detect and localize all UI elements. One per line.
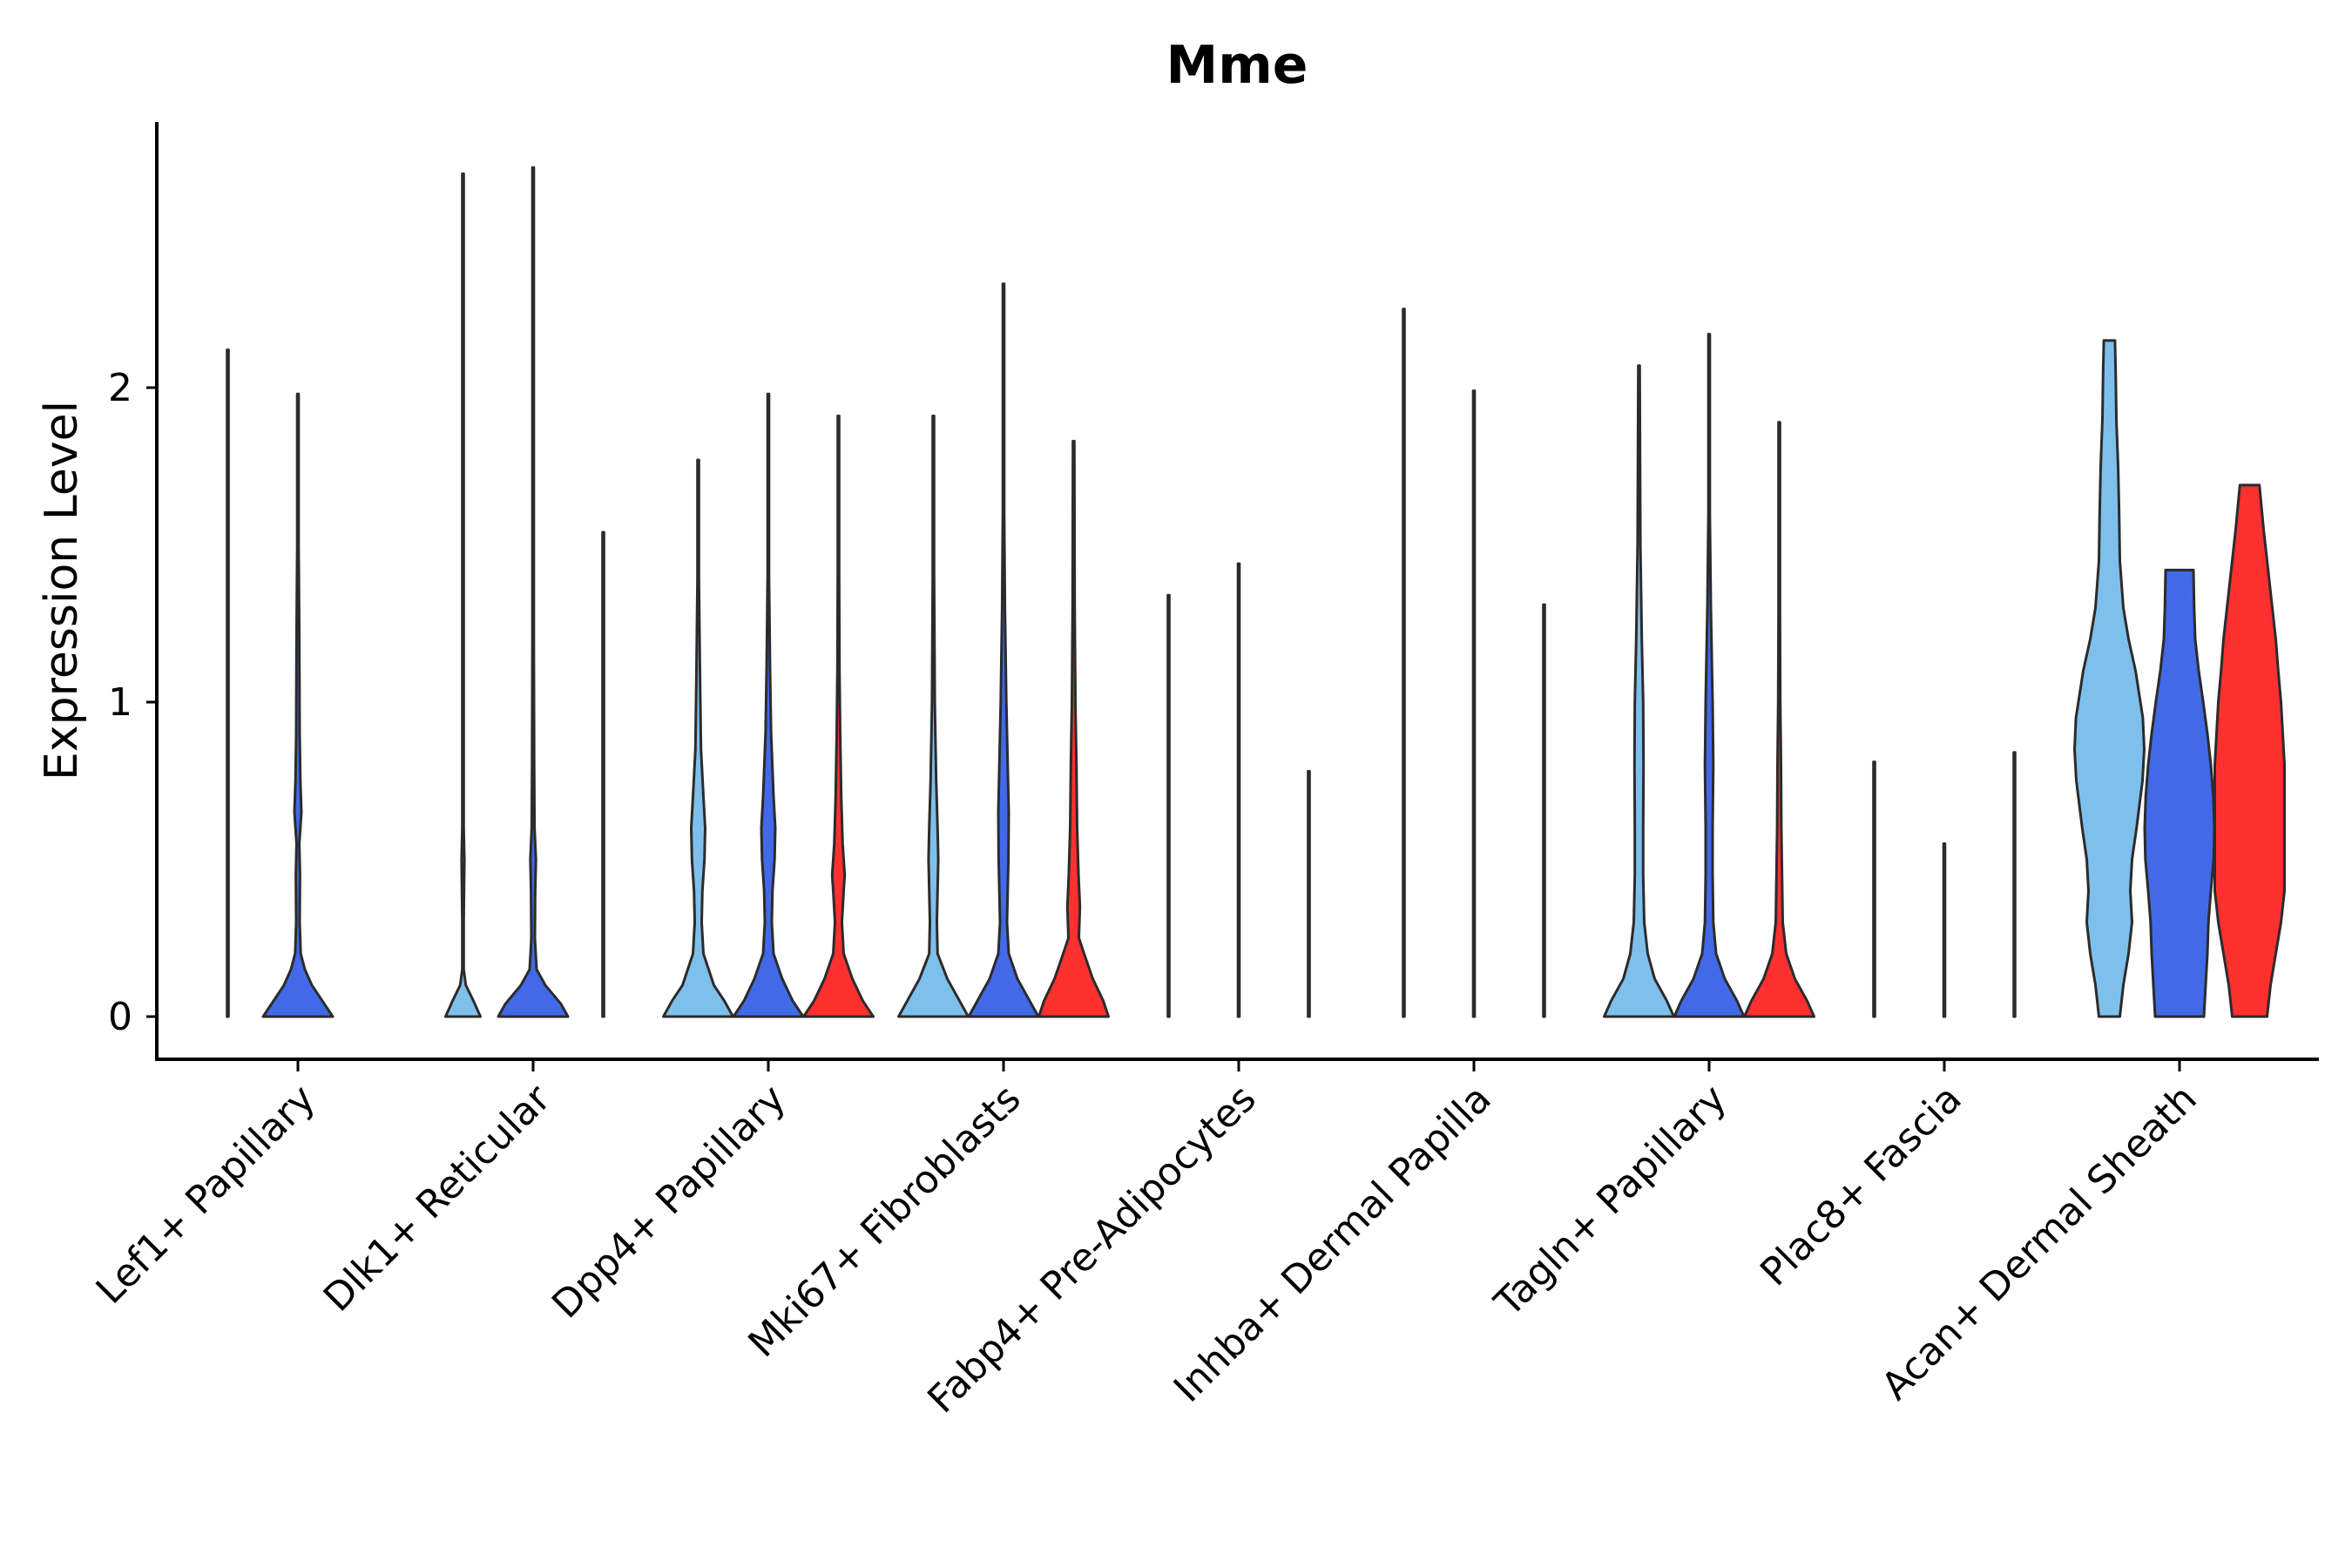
violin-inhba-dermal-papilla-sample-1 — [1402, 308, 1406, 1018]
violin-fabp4-pre-adipocytes-sample-2 — [1236, 562, 1241, 1018]
violin-plac8-fascia-sample-3 — [2012, 751, 2017, 1018]
violin-dpp4-papillary-sample-1 — [662, 458, 734, 1018]
y-tick-label: 1 — [108, 680, 132, 725]
violin-tagln-papillary-sample-3 — [1743, 421, 1815, 1018]
x-tick-label: Tagln+ Papillary — [1486, 1077, 1735, 1326]
y-axis-ticks: 0 1 2 — [108, 366, 157, 1039]
violin-tagln-papillary-sample-2 — [1673, 333, 1746, 1018]
violin-mki67-fibroblasts-sample-3 — [1037, 439, 1110, 1018]
x-tick-label: Dlk1+ Reticular — [315, 1076, 560, 1321]
violin-fabp4-pre-adipocytes-sample-3 — [1307, 769, 1311, 1018]
violin-lef1-papillary-sample-1 — [226, 348, 230, 1018]
violin-dlk1-reticular-sample-1 — [444, 172, 482, 1018]
x-tick-label: Dpp4+ Papillary — [544, 1077, 794, 1328]
violin-dlk1-reticular-sample-3 — [601, 531, 605, 1018]
violin-inhba-dermal-papilla-sample-3 — [1542, 603, 1546, 1018]
violin-dlk1-reticular-sample-2 — [497, 166, 570, 1018]
x-tick-label: Plac8+ Fascia — [1752, 1077, 1970, 1295]
violin-plac8-fascia-sample-2 — [1942, 841, 1947, 1018]
violin-mki67-fibroblasts-sample-1 — [897, 414, 970, 1018]
violin-plac8-fascia-sample-1 — [1872, 760, 1876, 1018]
violin-group — [226, 166, 2286, 1018]
violin-acan-dermal-sheath-sample-2 — [2143, 568, 2216, 1018]
violin-lef1-papillary-sample-2 — [261, 392, 335, 1018]
violin-inhba-dermal-papilla-sample-2 — [1471, 389, 1477, 1018]
violin-fabp4-pre-adipocytes-sample-1 — [1166, 593, 1171, 1018]
violin-acan-dermal-sheath-sample-1 — [2073, 339, 2146, 1018]
violin-tagln-papillary-sample-1 — [1603, 364, 1675, 1018]
chart-title: Mme — [1166, 35, 1308, 96]
y-tick-label: 2 — [108, 366, 132, 410]
violin-dpp4-papillary-sample-3 — [802, 414, 875, 1018]
x-tick-label: Lef1+ Papillary — [88, 1077, 324, 1313]
violin-mki67-fibroblasts-sample-2 — [967, 282, 1040, 1018]
violin-acan-dermal-sheath-sample-3 — [2213, 483, 2286, 1018]
violin-dpp4-papillary-sample-2 — [732, 392, 805, 1018]
y-axis-label: Expression Level — [36, 401, 88, 781]
y-tick-label: 0 — [108, 995, 132, 1039]
